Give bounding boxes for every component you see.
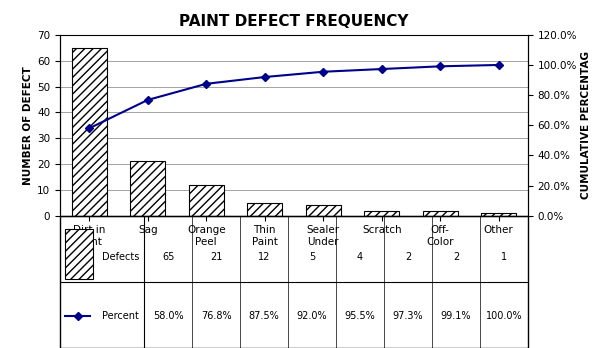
Text: 76.8%: 76.8%	[201, 311, 232, 321]
Text: 21: 21	[210, 252, 223, 262]
Bar	[364, 211, 400, 216]
Text: 87.5%: 87.5%	[249, 311, 280, 321]
Text: 92.0%: 92.0%	[297, 311, 328, 321]
Text: 12: 12	[258, 252, 271, 262]
Y-axis label: CUMULATIVE PERCENTAG: CUMULATIVE PERCENTAG	[581, 51, 592, 199]
Text: 2: 2	[405, 252, 411, 262]
Text: Defects: Defects	[102, 252, 139, 262]
Bar	[130, 161, 165, 216]
Text: 97.3%: 97.3%	[393, 311, 424, 321]
Title: PAINT DEFECT FREQUENCY: PAINT DEFECT FREQUENCY	[179, 15, 409, 30]
Y-axis label: NUMBER OF DEFECT: NUMBER OF DEFECT	[23, 66, 33, 185]
Text: 99.1%: 99.1%	[441, 311, 471, 321]
Bar	[306, 205, 341, 216]
Bar	[188, 185, 224, 216]
Text: 2: 2	[453, 252, 459, 262]
Text: 100.0%: 100.0%	[486, 311, 523, 321]
Text: Percent: Percent	[102, 311, 139, 321]
Bar	[481, 213, 516, 216]
Text: 5: 5	[309, 252, 315, 262]
Bar	[422, 211, 458, 216]
Text: 1: 1	[501, 252, 507, 262]
FancyBboxPatch shape	[65, 229, 93, 279]
Text: 65: 65	[162, 252, 175, 262]
Text: 4: 4	[357, 252, 363, 262]
Bar	[247, 203, 283, 216]
Text: 95.5%: 95.5%	[345, 311, 376, 321]
Bar	[72, 48, 107, 216]
Text: 58.0%: 58.0%	[153, 311, 184, 321]
